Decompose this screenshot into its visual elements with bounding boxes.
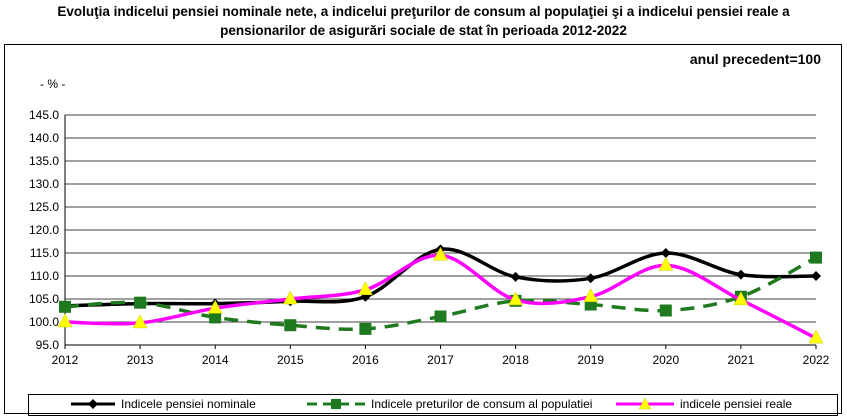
y-tick-label: 130.0 (29, 177, 59, 191)
x-tick-label: 2020 (652, 353, 679, 367)
chart-frame (4, 44, 842, 414)
y-tick-label: 95.0 (36, 338, 60, 352)
point-nominal (811, 271, 821, 281)
point-real (282, 290, 298, 305)
y-tick-label: 125.0 (29, 200, 59, 214)
legend-label-real: indicele pensiei reale (680, 397, 793, 411)
y-tick-label: 120.0 (29, 223, 59, 237)
legend-label-nominal: Indicele pensiei nominale (121, 397, 256, 411)
point-real (733, 291, 749, 306)
x-tick-label: 2021 (728, 353, 755, 367)
point-real (207, 299, 223, 314)
point-real (357, 281, 373, 296)
legend-swatch-nominal (71, 399, 115, 409)
point-real (433, 246, 448, 261)
legend-swatch-cpi (307, 399, 365, 409)
chart-title-line-2: pensionarilor de asigurări sociale de st… (220, 23, 627, 38)
y-tick-label: 105.0 (29, 292, 59, 306)
point-nominal (735, 269, 746, 280)
x-tick-label: 2018 (502, 353, 529, 367)
y-unit-label: - % - (40, 77, 66, 91)
point-real (583, 288, 599, 302)
point-real (508, 291, 524, 306)
point-cpi (359, 322, 372, 335)
legend-label-cpi: Indicele preturilor de consum al populat… (371, 397, 593, 411)
point-real (57, 313, 73, 328)
x-tick-label: 2015 (277, 353, 304, 367)
x-tick-label: 2017 (427, 353, 454, 367)
point-cpi (284, 319, 297, 332)
y-tick-label: 145.0 (29, 108, 59, 122)
point-nominal (660, 248, 671, 258)
legend-item-real: indicele pensiei reale (614, 397, 792, 411)
point-cpi (134, 296, 147, 309)
x-tick-label: 2019 (577, 353, 604, 367)
y-tick-label: 140.0 (29, 131, 59, 145)
point-real (808, 329, 824, 344)
legend-swatch-real (616, 398, 674, 410)
legend-item-nominal: Indicele pensiei nominale (69, 397, 256, 411)
x-tick-label: 2016 (352, 353, 379, 367)
y-tick-label: 135.0 (29, 154, 59, 168)
chart-title-line-1: Evoluţia indicelui pensiei nominale nete… (57, 4, 790, 19)
chart-subtitle: anul precedent=100 (689, 51, 821, 67)
x-tick-label: 2022 (803, 353, 830, 367)
point-nominal (510, 271, 521, 282)
point-cpi (434, 310, 447, 323)
point-cpi (59, 300, 71, 313)
legend-item-cpi: Indicele preturilor de consum al populat… (305, 397, 592, 411)
point-cpi (209, 311, 222, 324)
point-cpi (659, 304, 672, 317)
chart-title: Evoluţia indicelui pensiei nominale nete… (0, 2, 847, 40)
x-tick-label: 2014 (202, 353, 229, 367)
point-real (132, 314, 148, 329)
y-tick-label: 100.0 (29, 315, 59, 329)
y-tick-label: 115.0 (30, 246, 59, 260)
point-nominal (585, 273, 596, 284)
point-cpi (810, 251, 822, 264)
x-tick-label: 2012 (52, 353, 79, 367)
point-real (658, 256, 674, 271)
legend: Indicele pensiei nominale Indicele pretu… (28, 394, 838, 416)
line-chart: 95.0 100.0 105.0 110.0 115.0 120.0 125.0 130.0 1… (29, 108, 830, 367)
y-tick-label: 110.0 (30, 269, 59, 283)
x-tick-label: 2013 (127, 353, 154, 367)
